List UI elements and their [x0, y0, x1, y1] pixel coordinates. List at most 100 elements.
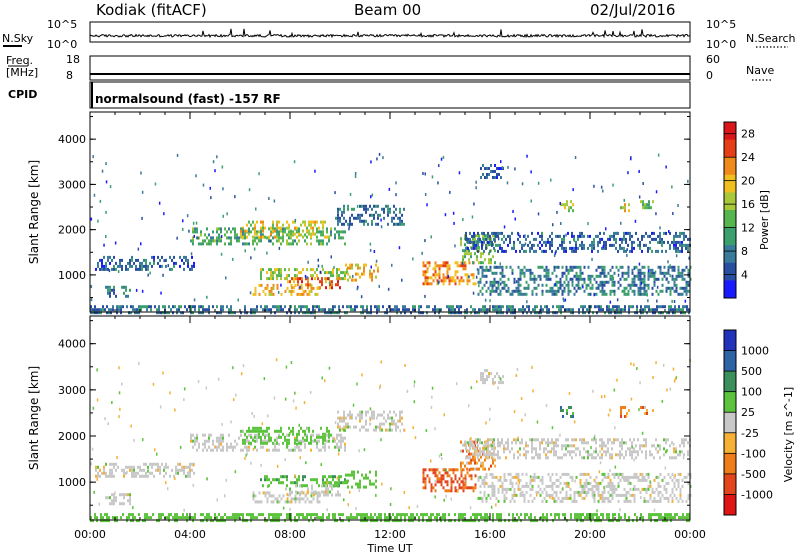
echo-cell — [94, 305, 96, 309]
echo-cell — [136, 311, 138, 315]
echo-cell — [517, 237, 519, 241]
echo-cell — [657, 277, 660, 281]
echo-cell — [272, 236, 274, 240]
echo-cell — [264, 435, 266, 439]
echo-cell — [324, 432, 326, 436]
echo-cell — [442, 273, 445, 277]
echo-cell — [301, 484, 303, 488]
echo-cell — [418, 305, 420, 309]
echo-cell — [489, 237, 491, 241]
echo-cell — [312, 220, 314, 224]
echo-cell — [528, 305, 530, 309]
echo-cell — [587, 453, 589, 457]
echo-cell — [208, 513, 210, 517]
echo-cell — [601, 289, 604, 293]
echo-cell — [547, 277, 550, 281]
echo-cell — [288, 230, 290, 234]
echo-cell — [359, 204, 361, 208]
echo-cell — [353, 216, 355, 220]
echo-cell — [194, 439, 196, 443]
echo-cell — [274, 442, 276, 446]
echo-cell — [614, 311, 616, 315]
echo-cell — [369, 275, 371, 279]
echo-cell — [305, 283, 307, 287]
echo-cell — [285, 487, 287, 491]
echo-cell — [422, 480, 425, 484]
echo-cell — [687, 283, 690, 287]
echo-cell — [510, 311, 512, 315]
echo-cell — [557, 478, 560, 482]
echo-cell — [673, 243, 675, 247]
echo-cell — [392, 519, 394, 523]
echo-cell — [521, 484, 524, 488]
echo-cell — [488, 261, 490, 265]
echo-cell — [489, 234, 491, 238]
echo-cell — [349, 416, 351, 420]
echo-cell — [637, 438, 639, 442]
echo-cell — [200, 311, 202, 315]
echo-cell — [491, 490, 494, 494]
echo-cell — [493, 231, 495, 235]
echo-cell — [594, 519, 596, 523]
echo-cell — [206, 308, 208, 312]
echo-cell — [683, 289, 686, 293]
echo-cell — [679, 472, 682, 476]
echo-cell — [498, 375, 500, 379]
echo-cell — [400, 516, 402, 520]
echo-cell — [555, 444, 557, 448]
echo-cell — [187, 471, 189, 475]
echo-cell — [511, 231, 513, 235]
echo-cell — [474, 282, 477, 286]
echo-cell — [673, 237, 675, 241]
echo-cell — [250, 311, 252, 315]
echo-scatter — [195, 174, 197, 178]
echo-cell — [298, 429, 300, 433]
echo-cell — [679, 271, 682, 275]
echo-cell — [324, 445, 326, 449]
echo-cell — [595, 280, 598, 284]
echo-cell — [185, 255, 187, 259]
echo-cell — [506, 305, 508, 309]
echo-cell — [456, 270, 459, 274]
echo-scatter — [103, 243, 105, 247]
echo-cell — [623, 478, 626, 482]
echo-cell — [648, 203, 650, 207]
echo-cell — [677, 234, 679, 238]
echo-cell — [537, 438, 539, 442]
echo-cell — [645, 283, 648, 287]
echo-cell — [218, 311, 220, 315]
echo-cell — [501, 280, 504, 284]
echo-cell — [653, 271, 656, 275]
echo-cell — [478, 458, 480, 462]
echo-cell — [290, 305, 292, 309]
echo-cell — [491, 487, 494, 491]
echo-cell — [497, 249, 499, 253]
echo-cell — [145, 264, 147, 268]
echo-cell — [140, 308, 142, 312]
echo-cell — [673, 246, 675, 250]
echo-cell — [551, 271, 554, 275]
echo-cell — [347, 473, 349, 477]
echo-cell — [600, 308, 602, 312]
echo-cell — [511, 475, 514, 479]
echo-cell — [565, 472, 568, 476]
echo-cell — [629, 487, 632, 491]
echo-cell — [270, 519, 272, 523]
echo-cell — [230, 308, 232, 312]
echo-cell — [278, 433, 280, 437]
echo-cell — [216, 305, 218, 309]
echo-cell — [623, 231, 625, 235]
echo-cell — [304, 220, 306, 224]
echo-cell — [111, 468, 113, 472]
echo-cell — [492, 516, 494, 520]
echo-cell — [268, 484, 270, 488]
echo-cell — [501, 484, 504, 488]
echo-cell — [244, 232, 246, 236]
echo-scatter — [273, 199, 276, 203]
echo-cell — [440, 308, 442, 312]
echo-cell — [625, 499, 628, 503]
echo-cell — [187, 474, 189, 478]
echo-cell — [157, 465, 159, 469]
echo-cell — [539, 493, 542, 497]
echo-cell — [523, 249, 525, 253]
